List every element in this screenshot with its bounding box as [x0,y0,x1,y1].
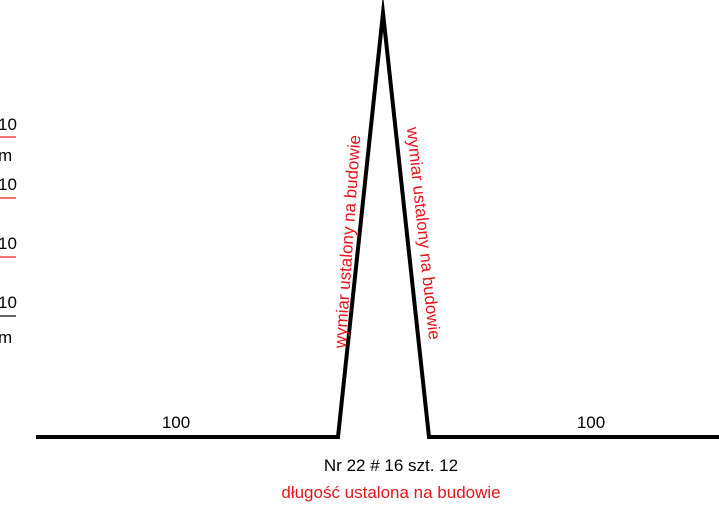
margin-mark-3: 10 [0,175,17,194]
margin-mark-4: 10 [0,234,17,253]
margin-mark-5: 10 [0,293,17,312]
right-leg-annotation: wymiar ustalony na budowie [403,125,444,340]
bar-shape-line [36,0,719,439]
margin-mark-6: m [0,328,12,347]
left-segment-length: 100 [162,413,190,432]
bar-spec-label: Nr 22 # 16 szt. 12 [324,456,458,475]
margin-mark-2: m [0,146,12,165]
margin-mark-1: 10 [0,115,17,134]
length-note-label: długość ustalona na budowie [281,483,500,502]
right-segment-length: 100 [577,413,605,432]
left-margin-fragments: 10 m 10 10 10 m [0,115,17,347]
